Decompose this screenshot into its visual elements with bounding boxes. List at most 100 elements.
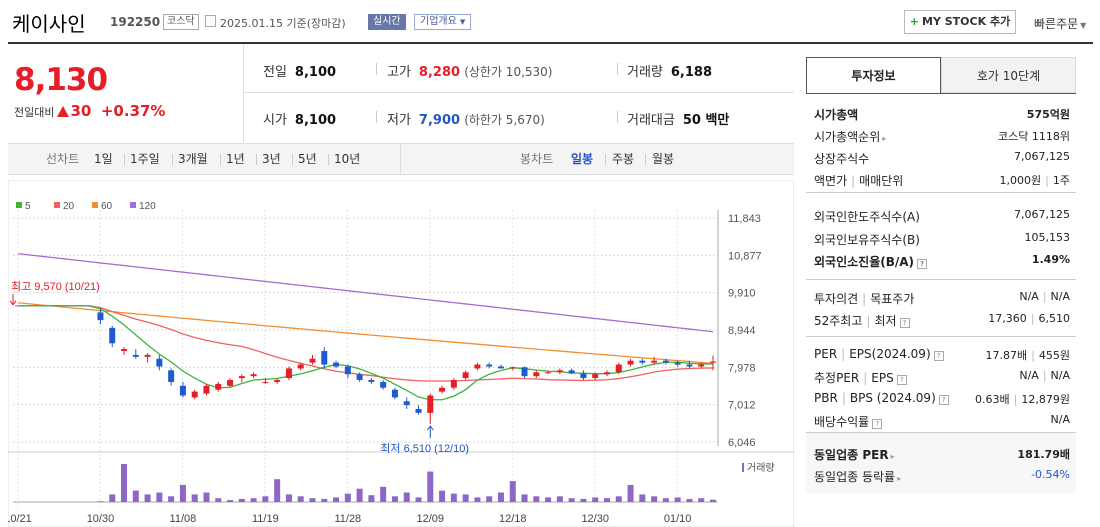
candle-body — [674, 362, 681, 365]
est-per-value: N/A — [1019, 369, 1039, 382]
volume-bar — [662, 498, 669, 502]
mystock-add-button[interactable]: + MY STOCK 추가 — [904, 10, 1016, 34]
x-tick-label: 12/09 — [417, 513, 445, 525]
volume-bar — [274, 479, 281, 502]
candle-body — [662, 360, 669, 363]
volume-bar — [710, 499, 716, 502]
candle-body — [403, 401, 410, 406]
per-label: PER — [814, 347, 838, 361]
candle-body — [639, 360, 646, 363]
candle-body — [97, 312, 104, 321]
volume-bar — [144, 494, 151, 502]
market-cap-value: 575억원 — [1026, 108, 1070, 121]
stock-chart[interactable]: 5 20 60 120 11,843 10,877 9,910 8,944 7,978 7,012… — [8, 180, 794, 527]
chevron-right-icon[interactable]: ▸ — [897, 474, 902, 483]
company-overview-label: 기업개요 — [420, 16, 457, 27]
candle-body — [462, 372, 469, 379]
volume-bar — [556, 496, 563, 502]
foreign-limit-value: 7,067,125 — [1014, 208, 1070, 221]
x-tick-label: 11/08 — [170, 513, 197, 525]
candle-body — [486, 364, 493, 367]
plus-icon: + — [909, 15, 920, 28]
volume-bar — [439, 490, 446, 502]
y-tick-label: 6,046 — [728, 437, 756, 449]
period-1[interactable]: 1주일 — [130, 152, 160, 166]
period-6[interactable]: 10년 — [334, 152, 361, 166]
period-5[interactable]: 5년 — [298, 152, 317, 166]
candle-body — [344, 366, 351, 375]
candle-body — [568, 370, 575, 374]
volume-bar — [227, 500, 234, 502]
foreign-limit-label: 외국인한도주식수(A) — [814, 210, 920, 224]
volume-bar — [533, 496, 540, 502]
est-eps-label: EPS — [871, 371, 894, 385]
volume-bar — [427, 471, 434, 502]
candle-period-1[interactable]: 주봉 — [612, 152, 635, 166]
quick-order-button[interactable]: 빠른주문 ▼ — [1034, 15, 1086, 32]
help-icon[interactable]: ? — [933, 351, 944, 361]
candle-body — [321, 351, 328, 365]
candle-body — [497, 366, 504, 369]
volume-bar — [121, 464, 128, 502]
y-tick-label: 8,944 — [728, 325, 756, 337]
low-cell: 저가 7,900 (하한가 5,670) — [387, 109, 545, 128]
per-value: 17.87배 — [985, 349, 1028, 362]
x-tick-label: 10/30 — [87, 513, 115, 525]
candle-body — [227, 380, 234, 386]
tab-orderbook[interactable]: 호가 10단계 — [941, 57, 1076, 93]
help-icon[interactable]: ? — [896, 375, 907, 385]
foreign-ratio-value: 1.49% — [1031, 253, 1070, 266]
high-arrowhead — [9, 300, 17, 306]
candle-body — [710, 361, 716, 363]
opinion-value: N/A — [1019, 290, 1039, 303]
upper-limit: (상한가 10,530) — [464, 65, 553, 79]
candle-body — [215, 383, 222, 390]
trade-value-cell: 거래대금 50 백만 — [627, 109, 729, 128]
y-tick-label: 11,843 — [728, 213, 761, 225]
volume-bar — [132, 490, 139, 502]
price-box — [8, 44, 244, 142]
help-icon[interactable]: ? — [917, 259, 928, 269]
company-overview-button[interactable]: 기업개요 ▼ — [414, 14, 472, 30]
candle-body — [238, 376, 245, 379]
candle-body — [274, 380, 281, 382]
company-name: 케이사인 — [12, 12, 86, 36]
help-icon[interactable]: ? — [899, 318, 910, 328]
tab-invest-info[interactable]: 투자정보 — [806, 57, 941, 93]
current-price: 8,130 — [14, 62, 108, 98]
period-4[interactable]: 3년 — [262, 152, 281, 166]
trade-unit: 1주 — [1052, 174, 1070, 187]
candle-body — [356, 374, 363, 381]
divider — [376, 111, 377, 123]
header-divider — [8, 42, 1093, 44]
candle-body — [132, 354, 139, 357]
chevron-right-icon[interactable]: ▸ — [890, 452, 895, 461]
candle-period-2[interactable]: 월봉 — [652, 152, 675, 166]
realtime-button[interactable]: 실시간 — [368, 14, 406, 30]
volume-cell: 거래량 6,188 — [627, 61, 712, 80]
volume-bar — [285, 494, 292, 502]
divider — [645, 154, 646, 165]
chevron-right-icon[interactable]: ▸ — [882, 134, 887, 143]
candle-body — [391, 389, 398, 398]
volume-bar — [450, 493, 457, 502]
candle-body — [179, 385, 186, 396]
sector-section: 동일업종 PER ▸ 181.79배 동일업종 등락률 ▸ -0.54% — [806, 433, 1076, 493]
week52-low-value: 6,510 — [1038, 312, 1071, 325]
chevron-down-icon: ▼ — [1080, 21, 1087, 30]
candle-body — [380, 381, 387, 388]
help-icon[interactable]: ? — [938, 395, 949, 405]
period-2[interactable]: 3개월 — [178, 152, 208, 166]
help-icon[interactable]: ? — [872, 419, 883, 429]
candle-body — [533, 372, 540, 377]
price-summary: 전일 8,100 고가 8,280 (상한가 10,530) 거래량 6,188 시가… — [245, 44, 794, 142]
candle-body — [698, 364, 705, 367]
y-tick-label: 7,012 — [728, 400, 756, 412]
volume-bar — [297, 496, 304, 502]
period-3[interactable]: 1년 — [226, 152, 245, 166]
volume-bar — [486, 496, 493, 502]
candle-period-0[interactable]: 일봉 — [571, 152, 594, 166]
period-0[interactable]: 1일 — [94, 152, 113, 166]
volume-bar — [191, 494, 198, 502]
target-value: N/A — [1050, 290, 1070, 303]
